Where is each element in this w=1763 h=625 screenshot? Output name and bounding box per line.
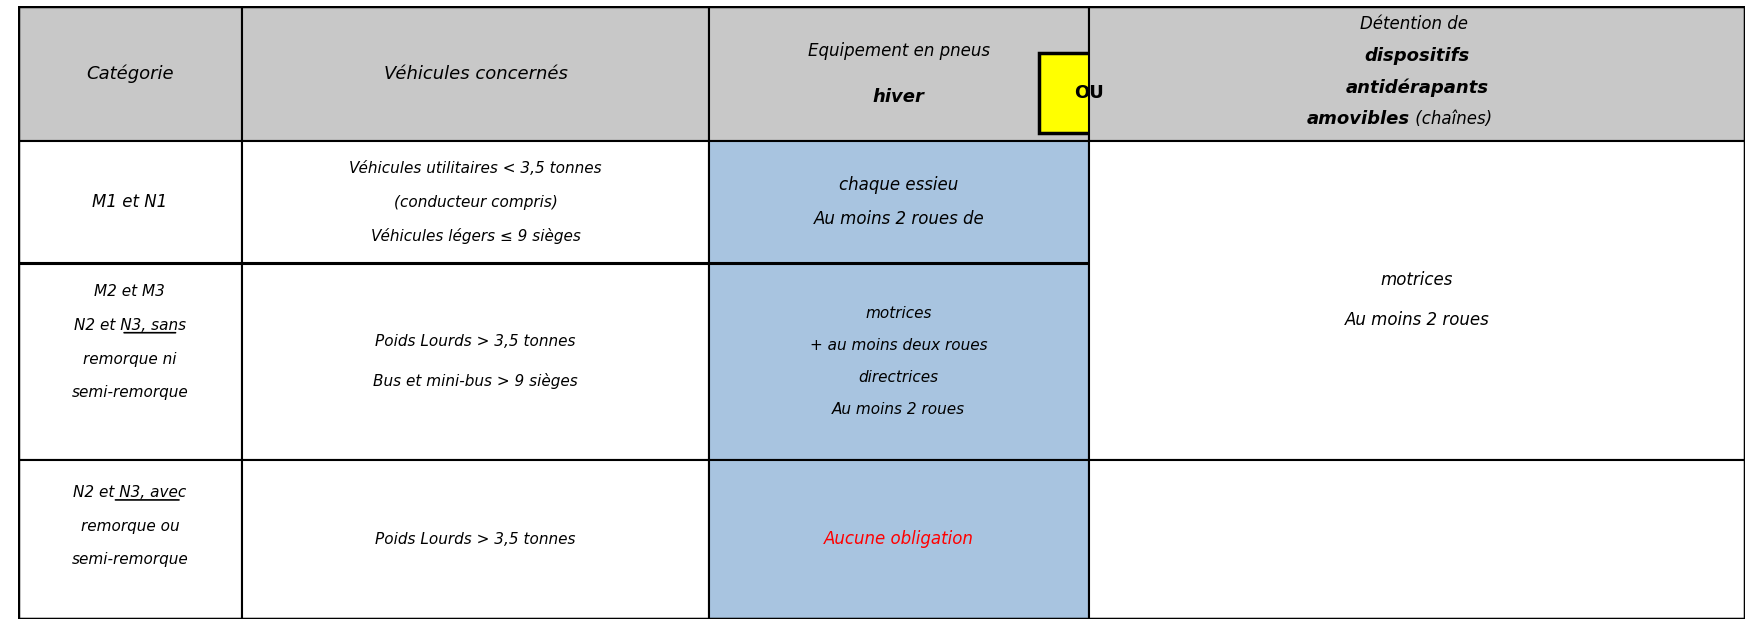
Text: directrices: directrices xyxy=(859,370,940,385)
Text: Aucune obligation: Aucune obligation xyxy=(823,530,973,548)
Bar xyxy=(1090,6,1745,141)
Text: Poids Lourds > 3,5 tonnes: Poids Lourds > 3,5 tonnes xyxy=(376,334,577,349)
Text: motrices: motrices xyxy=(1380,271,1453,289)
Text: semi-remorque: semi-remorque xyxy=(72,552,189,568)
Text: Véhicules légers ≤ 9 sièges: Véhicules légers ≤ 9 sièges xyxy=(370,228,580,244)
Text: remorque ou: remorque ou xyxy=(81,519,180,534)
Text: amovibles: amovibles xyxy=(1306,111,1410,128)
Bar xyxy=(242,459,709,619)
Bar xyxy=(18,264,242,459)
Text: Véhicules utilitaires < 3,5 tonnes: Véhicules utilitaires < 3,5 tonnes xyxy=(349,161,601,176)
Bar xyxy=(709,6,1090,141)
Text: remorque ni: remorque ni xyxy=(83,351,176,366)
Text: Catégorie: Catégorie xyxy=(86,64,175,83)
Text: dispositifs: dispositifs xyxy=(1365,47,1470,64)
Bar xyxy=(709,264,1090,459)
Bar xyxy=(1090,459,1745,619)
Text: (chaînes): (chaînes) xyxy=(1410,111,1491,128)
Text: + au moins deux roues: + au moins deux roues xyxy=(809,338,987,353)
Text: semi-remorque: semi-remorque xyxy=(72,385,189,400)
Bar xyxy=(242,264,709,459)
Text: Véhicules concernés: Véhicules concernés xyxy=(384,64,568,82)
Text: chaque essieu: chaque essieu xyxy=(839,176,959,194)
Text: hiver: hiver xyxy=(873,88,926,106)
Bar xyxy=(242,141,709,264)
Text: motrices: motrices xyxy=(866,306,933,321)
Bar xyxy=(709,141,1090,264)
Text: Bus et mini-bus > 9 sièges: Bus et mini-bus > 9 sièges xyxy=(374,373,578,389)
Text: OU: OU xyxy=(1074,84,1104,102)
Text: Au moins 2 roues: Au moins 2 roues xyxy=(832,402,966,417)
Bar xyxy=(242,6,709,141)
Text: N2 et N3, avec: N2 et N3, avec xyxy=(74,485,187,500)
Text: Au moins 2 roues de: Au moins 2 roues de xyxy=(813,210,984,228)
Text: (conducteur compris): (conducteur compris) xyxy=(393,195,557,210)
Text: Détention de: Détention de xyxy=(1361,15,1474,32)
Bar xyxy=(1090,141,1745,459)
Text: antidérapants: antidérapants xyxy=(1345,78,1488,97)
Text: Equipement en pneus: Equipement en pneus xyxy=(807,42,989,60)
Text: Au moins 2 roues: Au moins 2 roues xyxy=(1345,311,1490,329)
Text: M2 et M3: M2 et M3 xyxy=(95,284,166,299)
Text: M1 et N1: M1 et N1 xyxy=(92,193,167,211)
Text: Poids Lourds > 3,5 tonnes: Poids Lourds > 3,5 tonnes xyxy=(376,532,577,547)
Bar xyxy=(18,141,242,264)
Bar xyxy=(18,6,242,141)
Bar xyxy=(18,459,242,619)
Bar xyxy=(709,459,1090,619)
Text: N2 et N3, sans: N2 et N3, sans xyxy=(74,318,185,333)
Bar xyxy=(1038,53,1139,133)
